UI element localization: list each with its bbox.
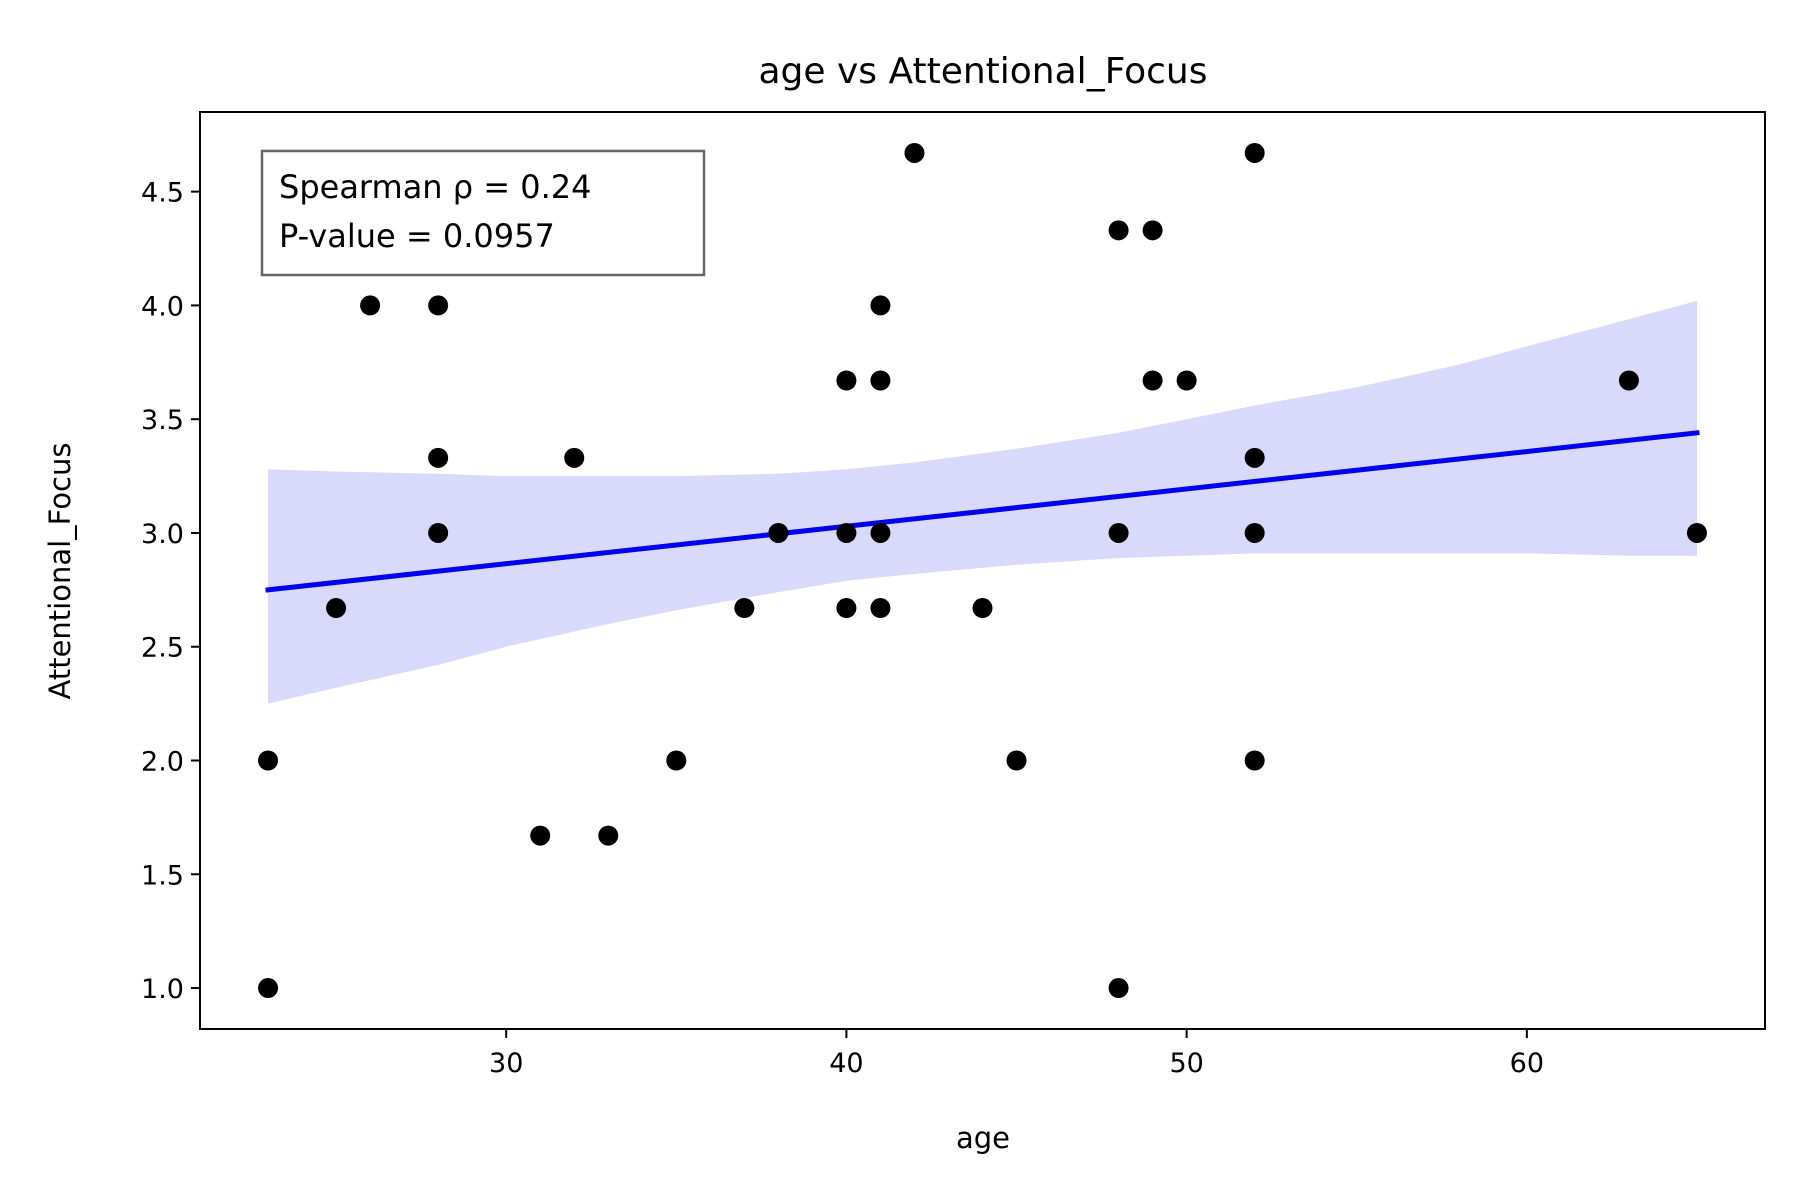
p-value-text: P-value = 0.0957 [279, 217, 555, 255]
scatter-point [870, 295, 891, 316]
y-tick-label: 1.5 [141, 860, 184, 891]
scatter-point [870, 370, 891, 391]
scatter-point [1006, 750, 1027, 771]
scatter-point [870, 522, 891, 543]
scatter-point [258, 978, 279, 999]
regression-line [265, 430, 1700, 593]
scatter-point [836, 598, 857, 619]
y-tick-label: 2.0 [141, 746, 184, 777]
scatter-point [1244, 750, 1265, 771]
spearman-annotation: Spearman ρ = 0.24 P-value = 0.0957 [260, 149, 706, 277]
scatter-point [258, 750, 279, 771]
confidence-band [268, 300, 1697, 704]
scatter-point [1686, 522, 1707, 543]
scatter-point [1244, 142, 1265, 163]
scatter-point [1142, 370, 1163, 391]
scatter-point [1176, 370, 1197, 391]
scatter-point [1244, 447, 1265, 468]
scatter-point [1618, 370, 1639, 391]
x-tick-label: 50 [1169, 1048, 1203, 1079]
y-axis-label: Attentional_Focus [43, 443, 77, 700]
y-axis-ticks: 1.0 1.5 2.0 2.5 3.0 3.5 4.0 4.5 [141, 178, 200, 1005]
scatter-point [836, 522, 857, 543]
x-tick-label: 30 [489, 1048, 523, 1079]
scatter-point [428, 522, 449, 543]
confidence-band-layer [268, 300, 1697, 704]
scatter-point [1108, 220, 1129, 241]
annotation-box-border [260, 149, 706, 277]
plot-area-frame [199, 111, 1766, 1030]
scatter-point [734, 598, 755, 619]
scatter-point [428, 295, 449, 316]
x-tick-label: 60 [1510, 1048, 1544, 1079]
y-tick-label: 3.0 [141, 519, 184, 550]
scatter-point [360, 295, 381, 316]
scatter-points-layer [258, 142, 1707, 999]
y-tick-label: 1.0 [141, 974, 184, 1005]
x-axis-ticks: 30 40 50 60 [489, 1029, 1544, 1079]
y-tick-label: 3.5 [141, 405, 184, 436]
x-axis-label: age [956, 1121, 1010, 1155]
scatter-point [1108, 522, 1129, 543]
scatter-point [564, 447, 585, 468]
scatter-point [904, 142, 925, 163]
chart-title: age vs Attentional_Focus [758, 51, 1207, 92]
scatter-point [768, 522, 789, 543]
scatter-point [1244, 522, 1265, 543]
y-tick-label: 4.0 [141, 291, 184, 322]
scatter-point [1142, 220, 1163, 241]
scatter-point [666, 750, 687, 771]
y-tick-label: 2.5 [141, 633, 184, 664]
scatter-point [836, 370, 857, 391]
scatter-point [428, 447, 449, 468]
scatter-point [598, 825, 619, 846]
scatter-point [870, 598, 891, 619]
scatter-point [326, 598, 347, 619]
spearman-rho-text: Spearman ρ = 0.24 [279, 168, 591, 206]
scatter-point [530, 825, 551, 846]
scatter-point [1108, 978, 1129, 999]
x-tick-label: 40 [829, 1048, 863, 1079]
regression-line-layer [265, 430, 1700, 593]
y-tick-label: 4.5 [141, 178, 184, 209]
scatter-point [972, 598, 993, 619]
